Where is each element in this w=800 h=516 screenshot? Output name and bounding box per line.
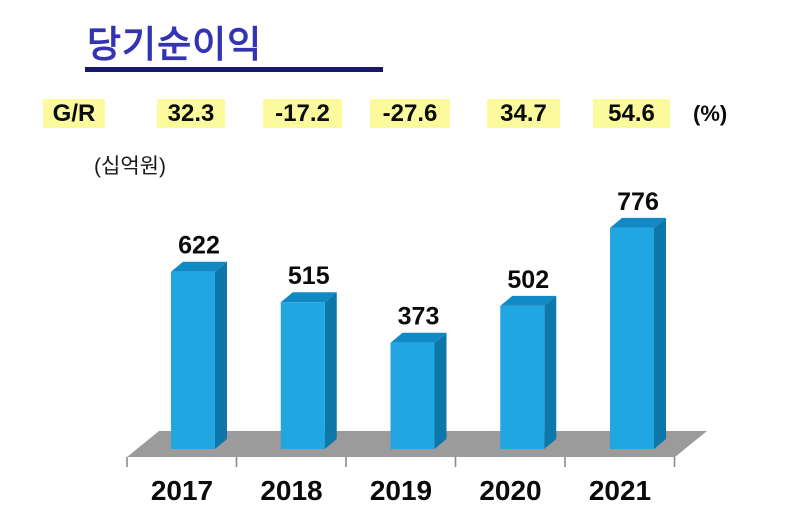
bar-top-2019: [390, 332, 447, 343]
title-underline: [85, 67, 383, 72]
growth-rate-value-2017: 32.3: [157, 99, 225, 128]
growth-rate-row-label: G/R: [43, 99, 105, 128]
bar-2021: [610, 227, 654, 449]
year-label-2021: 2021: [589, 475, 651, 506]
bar-value-label-2017: 622: [178, 232, 220, 260]
bar-value-label-2020: 502: [507, 266, 549, 294]
year-label-2020: 2020: [479, 475, 541, 506]
axis-ticks: [126, 457, 676, 467]
growth-rate-value-2018: -17.2: [263, 99, 342, 128]
bar-top-2021: [610, 217, 666, 228]
bar-top-2017: [171, 261, 227, 272]
bar-2019: [390, 342, 435, 449]
bar-top-2020: [500, 295, 557, 306]
bar-top-2018: [280, 292, 337, 303]
bar-2018: [280, 302, 325, 449]
bar-side-2019: [434, 332, 447, 449]
bar-side-2017: [215, 261, 227, 449]
year-label-2017: 2017: [151, 475, 213, 506]
year-label-2019: 2019: [370, 475, 432, 506]
bar-side-2020: [544, 295, 557, 449]
year-label-2018: 2018: [260, 475, 322, 506]
bar-2017: [171, 271, 215, 449]
growth-rate-value-2019: -27.6: [370, 99, 450, 128]
labels-group: 622 2017 515 2018 373 2019 502 2020 776 2021: [151, 188, 659, 506]
bar-side-2021: [654, 217, 666, 449]
growth-rate-value-2021: 54.6: [593, 99, 670, 128]
page-title: 당기순이익: [87, 24, 263, 65]
growth-rate-value-2020: 34.7: [487, 99, 560, 128]
bars-group: [171, 217, 666, 449]
bar-value-label-2021: 776: [617, 188, 659, 216]
axis-unit-label: (십억원): [94, 155, 166, 178]
bar-value-label-2019: 373: [398, 303, 440, 331]
bar-value-label-2018: 515: [288, 262, 330, 290]
bar-side-2018: [324, 292, 337, 449]
bar-2020: [500, 305, 545, 449]
growth-rate-unit: (%): [693, 101, 728, 126]
